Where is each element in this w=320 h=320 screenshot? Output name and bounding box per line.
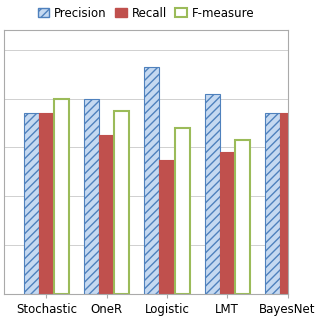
- Bar: [24, 113, 39, 294]
- Bar: [144, 67, 159, 294]
- Bar: [205, 94, 220, 294]
- Bar: [265, 113, 280, 294]
- Bar: [84, 99, 99, 294]
- Bar: [235, 140, 250, 294]
- Bar: [220, 152, 235, 294]
- Bar: [39, 113, 54, 294]
- Bar: [295, 99, 310, 294]
- Bar: [54, 99, 69, 294]
- Legend: Precision, Recall, F-measure: Precision, Recall, F-measure: [33, 2, 259, 24]
- Bar: [159, 160, 174, 294]
- Bar: [280, 113, 295, 294]
- Bar: [174, 128, 189, 294]
- Bar: [114, 111, 129, 294]
- Bar: [99, 135, 114, 294]
